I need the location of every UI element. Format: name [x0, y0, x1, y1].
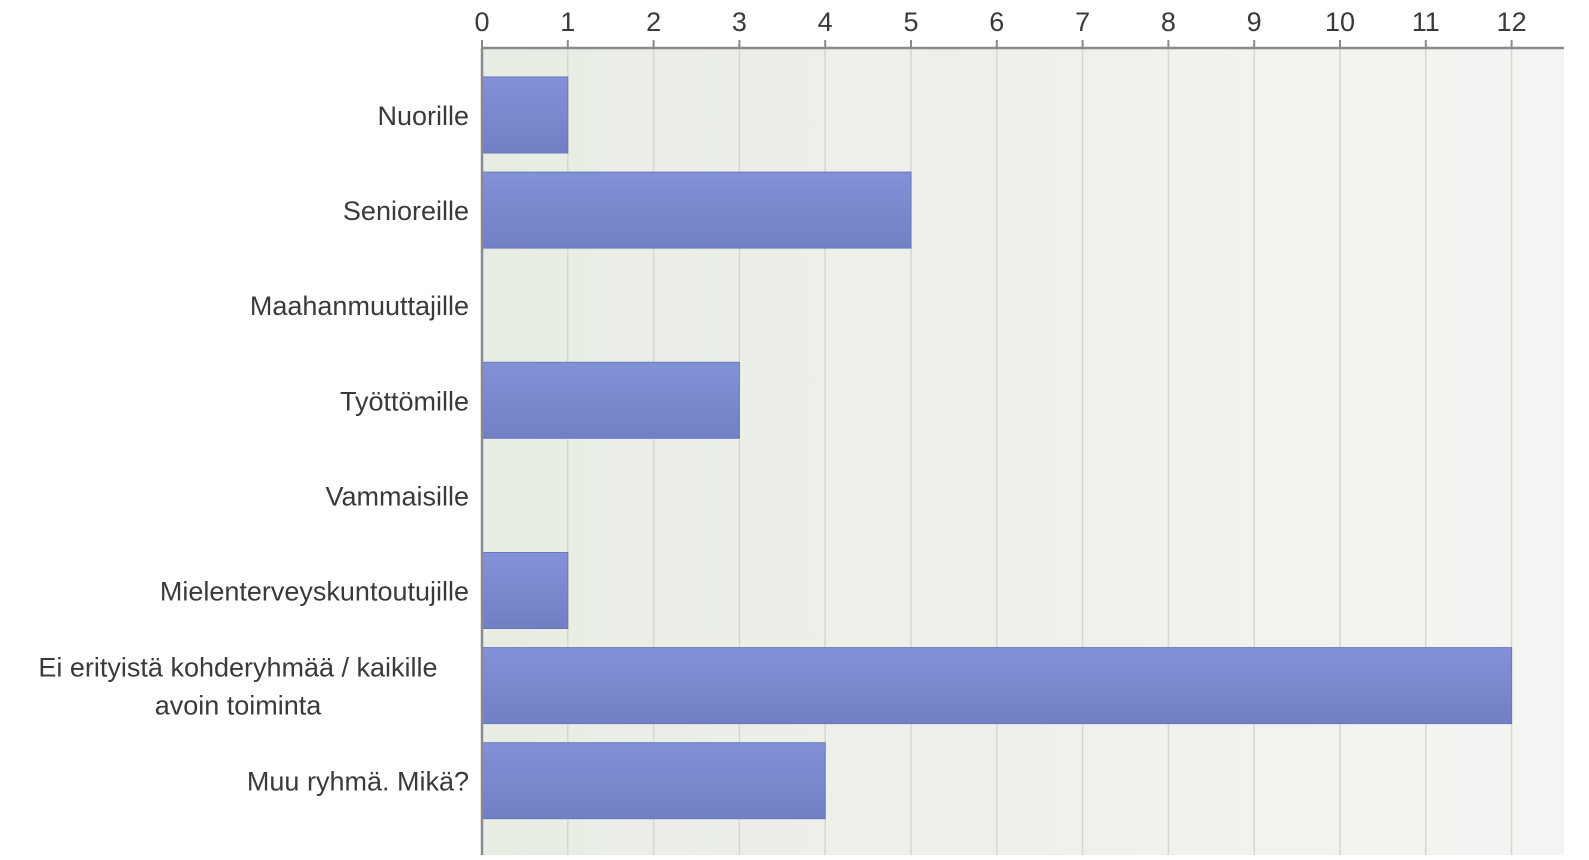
bars [481, 76, 1513, 820]
bar [481, 647, 1513, 725]
x-tick-label: 3 [732, 7, 747, 37]
category-label: Muu ryhmä. Mikä? [247, 767, 469, 797]
category-label-line: avoin toiminta [155, 691, 323, 721]
category-label: Senioreille [343, 196, 469, 226]
x-tick-label: 10 [1325, 7, 1355, 37]
x-tick-labels: 0 1 2 3 4 5 6 7 8 9 10 11 12 [474, 7, 1527, 48]
x-tick-label: 1 [560, 7, 575, 37]
category-label: Työttömille [340, 386, 469, 416]
x-tick-label: 12 [1497, 7, 1527, 37]
bar [481, 742, 826, 820]
axes [480, 46, 1564, 855]
category-label: Ei erityistä kohderyhmää / kaikille avoin… [38, 653, 437, 721]
category-label: Maahanmuuttajille [250, 291, 469, 321]
plot-background [482, 48, 1564, 855]
category-label: Nuorille [377, 101, 469, 131]
x-tick-label: 6 [989, 7, 1004, 37]
x-tick-label: 4 [818, 7, 833, 37]
x-tick-label: 2 [646, 7, 661, 37]
x-tick-label: 5 [903, 7, 918, 37]
x-tick-label: 11 [1412, 7, 1440, 37]
x-tick-label: 8 [1161, 7, 1176, 37]
category-labels: Nuorille Senioreille Maahanmuuttajille Työt… [38, 101, 469, 797]
category-label: Mielenterveyskuntoutujille [160, 577, 469, 607]
bar [481, 171, 912, 249]
x-tick-label: 9 [1247, 7, 1262, 37]
x-tick-label: 7 [1075, 7, 1090, 37]
x-tick-label: 0 [474, 7, 489, 37]
bar [481, 361, 740, 439]
category-label-line: Ei erityistä kohderyhmää / kaikille [38, 653, 437, 683]
bar [481, 552, 569, 629]
category-label: Vammaisille [325, 481, 469, 511]
bar [481, 76, 569, 154]
